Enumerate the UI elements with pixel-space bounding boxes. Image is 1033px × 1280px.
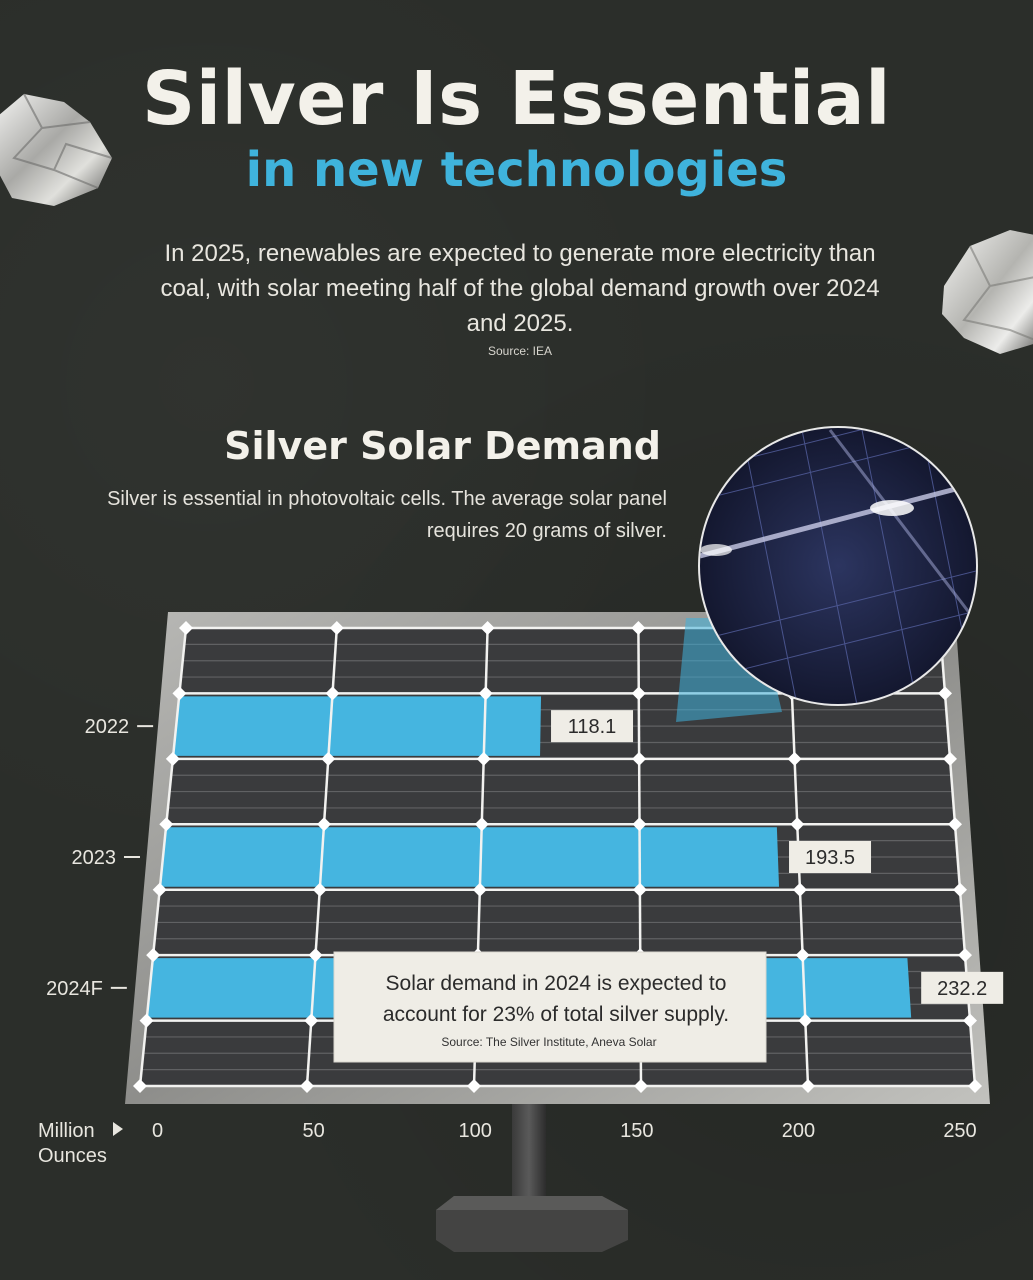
callout-line-1: Solar demand in 2024 is expected to bbox=[386, 972, 727, 995]
value-label-2024F: 232.2 bbox=[921, 971, 1004, 1004]
x-tick-50: 50 bbox=[302, 1120, 324, 1142]
callout-box: Solar demand in 2024 is expected to acco… bbox=[333, 951, 767, 1063]
y-tick-2022: 2022 bbox=[85, 716, 154, 738]
silver-nugget-left bbox=[0, 93, 113, 206]
page-subtitle: in new technologies bbox=[245, 142, 788, 198]
bar-2023 bbox=[160, 827, 780, 887]
callout-line-2: account for 23% of total silver supply. bbox=[383, 1003, 729, 1026]
value-label-2023: 193.5 bbox=[789, 841, 872, 873]
value-labels: 118.1 193.5 232.2 bbox=[551, 710, 1004, 1004]
intro-source: Source: IEA bbox=[487, 344, 553, 358]
panel-stand bbox=[436, 1100, 628, 1252]
x-tick-0: 0 bbox=[152, 1120, 163, 1142]
x-tick-150: 150 bbox=[620, 1120, 653, 1142]
y-tick-2023: 2023 bbox=[71, 847, 140, 869]
svg-text:2023: 2023 bbox=[71, 847, 116, 869]
solar-cell-closeup-image bbox=[698, 426, 978, 706]
page-title: Silver Is Essential bbox=[141, 56, 892, 142]
silver-nugget-right bbox=[942, 230, 1033, 354]
axis-label-ounces: Ounces bbox=[38, 1145, 107, 1167]
value-label-2022: 118.1 bbox=[551, 710, 634, 743]
svg-text:232.2: 232.2 bbox=[937, 978, 987, 1000]
svg-text:2024F: 2024F bbox=[46, 978, 103, 1000]
chart-title: Silver Solar Demand bbox=[224, 424, 661, 468]
svg-text:118.1: 118.1 bbox=[568, 716, 617, 738]
intro-paragraph: In 2025, renewables are expected to gene… bbox=[160, 240, 880, 337]
x-tick-100: 100 bbox=[459, 1120, 492, 1142]
svg-text:193.5: 193.5 bbox=[805, 847, 855, 869]
x-tick-200: 200 bbox=[782, 1120, 815, 1142]
x-tick-250: 250 bbox=[943, 1120, 976, 1142]
axis-arrow-icon bbox=[113, 1122, 123, 1136]
svg-text:2022: 2022 bbox=[85, 716, 130, 738]
y-axis: 2022 2023 2024F bbox=[46, 716, 154, 1000]
chart-description: Silver is essential in photovoltaic cell… bbox=[107, 488, 667, 542]
x-axis: 0 50 100 150 200 250 bbox=[152, 1120, 977, 1142]
callout-source: Source: The Silver Institute, Aneva Sola… bbox=[441, 1035, 656, 1049]
y-tick-2024F: 2024F bbox=[46, 978, 127, 1000]
axis-label-million: Million bbox=[38, 1120, 95, 1142]
bar-2022 bbox=[173, 696, 542, 756]
